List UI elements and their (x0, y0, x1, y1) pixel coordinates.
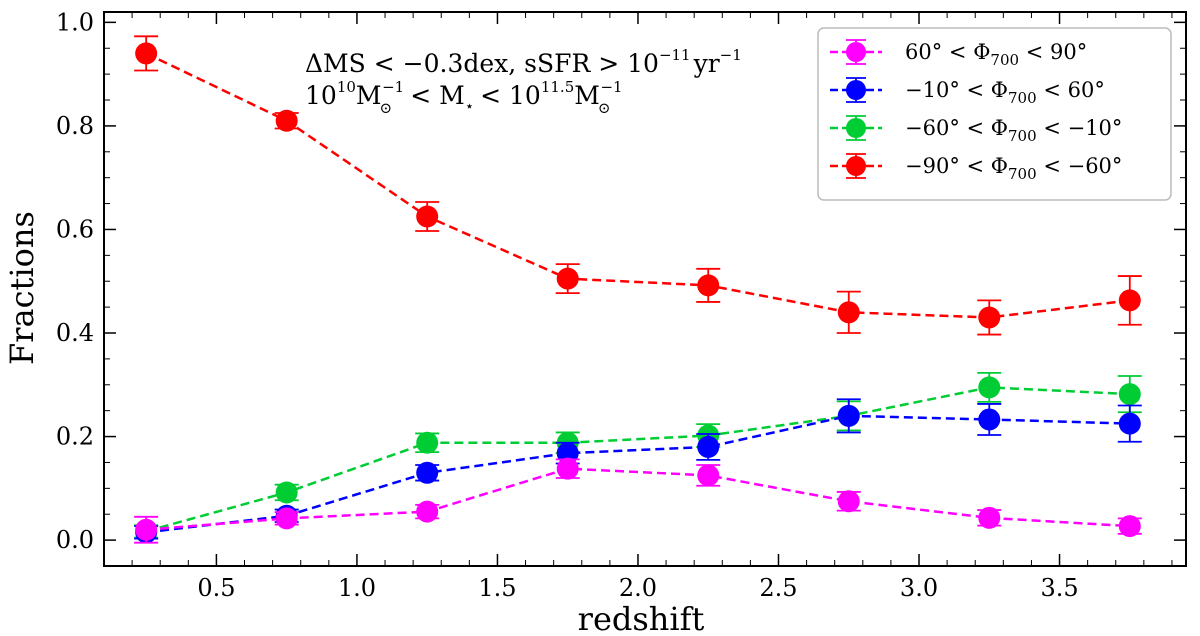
series-0 (134, 457, 1142, 544)
data-point (1118, 412, 1141, 435)
legend-entry: −60° < Φ700 < −10° (830, 115, 1122, 145)
y-tick-label: 0.6 (56, 215, 94, 243)
data-point (697, 274, 720, 297)
y-tick-label: 0.8 (56, 112, 94, 140)
plot-frame (103, 11, 1187, 567)
series-3 (134, 35, 1142, 336)
data-point (1118, 383, 1141, 406)
data-point (275, 507, 298, 530)
data-point (275, 481, 298, 504)
data-point (416, 500, 439, 523)
x-tick-label: 1.5 (478, 574, 516, 602)
data-point (697, 464, 720, 487)
legend-marker (846, 118, 866, 138)
data-point (978, 408, 1001, 431)
x-tick-label: 2.5 (759, 574, 797, 602)
y-tick-label: 0.4 (56, 319, 94, 347)
data-point (978, 506, 1001, 529)
data-point (978, 376, 1001, 399)
x-tick-labels: 0.5 1.0 1.5 2.0 2.5 3.0 3.5 (197, 574, 1078, 602)
legend-entry: −10° < Φ700 < 60° (830, 77, 1105, 107)
x-tick-label: 0.5 (197, 574, 235, 602)
data-point (837, 301, 860, 324)
legend-label: −10° < Φ700 < 60° (905, 78, 1105, 107)
y-axis-label: Fractions (3, 211, 41, 365)
legend-entry: −90° < Φ700 < −60° (830, 153, 1122, 183)
legend-marker (846, 156, 866, 176)
legend-marker (846, 80, 866, 100)
x-tick-label: 3.0 (900, 574, 938, 602)
data-point (978, 306, 1001, 329)
data-point (135, 518, 158, 541)
series-layer (134, 35, 1142, 544)
annotation-line-2: 1010M⊙−1 < M⋆ < 1011.5M⊙−1 (305, 78, 623, 117)
x-tick-label: 1.0 (338, 574, 376, 602)
legend-label: 60° < Φ700 < 90° (905, 40, 1087, 69)
y-tick-label: 0.0 (56, 526, 94, 554)
x-axis-label: redshift (578, 600, 705, 636)
data-point (697, 435, 720, 458)
y-tick-labels: 0.0 0.2 0.4 0.6 0.8 1.0 (56, 8, 94, 554)
data-point (556, 267, 579, 290)
data-point (416, 461, 439, 484)
data-point (837, 490, 860, 513)
y-tick-label: 0.2 (56, 423, 94, 451)
data-point (1118, 289, 1141, 312)
data-point (1118, 515, 1141, 538)
data-point (416, 431, 439, 454)
legend-marker (846, 42, 866, 62)
series-line (145, 386, 1130, 533)
series-line (145, 52, 1130, 319)
legend-entry: 60° < Φ700 < 90° (830, 39, 1087, 69)
data-point (135, 42, 158, 65)
data-point (837, 404, 860, 427)
legend-box (817, 27, 1172, 201)
x-tick-label: 3.5 (1040, 574, 1078, 602)
series-line (146, 414, 1130, 534)
legend-label: −90° < Φ700 < −60° (905, 154, 1122, 183)
y-tick-label: 1.0 (56, 8, 94, 36)
data-point (275, 109, 298, 132)
legend: 60° < Φ700 < 90° −10° < Φ700 < 60° −60° < … (817, 27, 1172, 201)
data-point (416, 205, 439, 228)
data-point (556, 457, 579, 480)
series-line (146, 467, 1130, 532)
x-tick-label: 2.0 (619, 574, 657, 602)
annotation-line-1: ΔMS < −0.3dex, sSFR > 10−11 yr−1 (305, 46, 742, 78)
legend-label: −60° < Φ700 < −10° (905, 116, 1122, 145)
